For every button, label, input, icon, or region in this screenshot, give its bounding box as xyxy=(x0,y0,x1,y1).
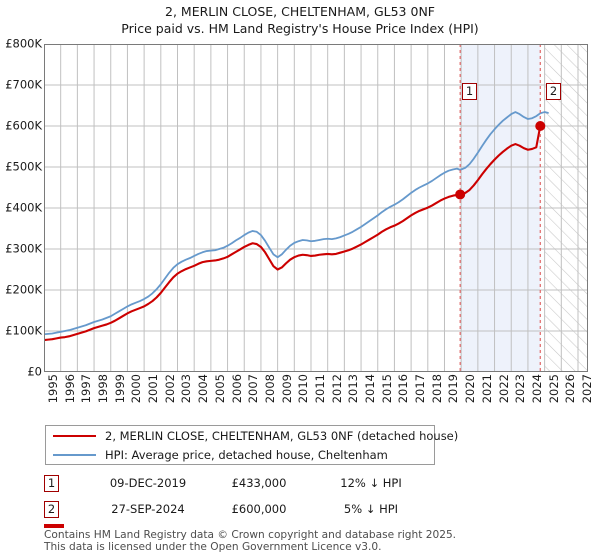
x-axis-tick-label: 2001 xyxy=(146,374,161,404)
legend-label-price-paid: 2, MERLIN CLOSE, CHELTENHAM, GL53 0NF (d… xyxy=(105,429,459,443)
x-axis-tick-label: 2015 xyxy=(379,374,394,404)
x-axis-tick-label: 2008 xyxy=(262,374,277,404)
x-axis-tick-label: 1995 xyxy=(46,374,60,404)
x-axis-tick-label: 2027 xyxy=(579,374,594,404)
transaction-price: £433,000 xyxy=(231,476,287,490)
y-axis-tick-label: £400K xyxy=(5,200,42,215)
price-history-chart xyxy=(44,44,588,372)
x-axis-tick-label: 1999 xyxy=(112,374,127,404)
series-line-hpi xyxy=(44,111,549,336)
transaction-hpi-delta: 12% ↓ HPI xyxy=(340,476,402,490)
x-axis-tick-label: 2019 xyxy=(446,374,461,404)
legend-swatch-hpi xyxy=(53,454,96,456)
y-axis-tick-label: £0 xyxy=(27,364,42,379)
sale-marker-dot xyxy=(535,121,546,131)
x-axis-tick-label: 2022 xyxy=(496,374,511,404)
footer-line-1: Contains HM Land Registry data © Crown c… xyxy=(44,529,457,541)
x-axis-tick-label: 2003 xyxy=(179,374,194,404)
x-axis-tick-label: 2021 xyxy=(479,374,494,404)
x-axis-tick-label: 1998 xyxy=(96,374,111,404)
x-axis-labels: 1995 1996 1997 1998 1999 2000 2001 2002 2003 2004… xyxy=(44,372,594,418)
y-axis-tick-label: £800K xyxy=(5,36,42,51)
chart-callout-badge: 2 xyxy=(546,83,561,100)
x-axis-tick-label: 2009 xyxy=(279,374,294,404)
y-axis-labels: £0 £100K £200K £300K £400K £500K £600K £700K £80… xyxy=(0,38,44,377)
x-axis-tick-label: 2010 xyxy=(296,374,311,404)
plot-border xyxy=(44,44,588,372)
x-axis-tick-label: 2013 xyxy=(346,374,361,404)
table-row: 1 09-DEC-2019 £433,000 12% ↓ HPI xyxy=(44,472,444,498)
x-axis-tick-label: 2017 xyxy=(413,374,428,404)
x-axis-tick-label: 1997 xyxy=(79,374,94,404)
sale-marker-dot xyxy=(455,189,466,200)
y-axis-tick-label: £300K xyxy=(5,241,42,256)
legend-item-price-paid: 2, MERLIN CLOSE, CHELTENHAM, GL53 0NF (d… xyxy=(46,426,458,446)
legend-label-hpi: HPI: Average price, detached house, Chel… xyxy=(105,448,388,462)
transaction-date: 27-SEP-2024 xyxy=(111,502,185,516)
footer-line-2: This data is licensed under the Open Gov… xyxy=(44,541,382,553)
x-axis-tick-label: 2018 xyxy=(429,374,444,404)
title-subtitle: Price paid vs. HM Land Registry's House … xyxy=(121,21,479,36)
x-axis-tick-label: 1996 xyxy=(62,374,77,404)
y-axis-tick-label: £200K xyxy=(5,282,42,297)
x-axis-tick-label: 2006 xyxy=(229,374,244,404)
transaction-hpi-delta: 5% ↓ HPI xyxy=(343,502,399,516)
x-axis-tick-label: 2007 xyxy=(246,374,261,404)
x-axis-tick-label: 2025 xyxy=(546,374,561,404)
x-axis-tick-label: 2000 xyxy=(129,374,144,404)
x-axis-tick-label: 2020 xyxy=(463,374,478,404)
transactions-table: 1 09-DEC-2019 £433,000 12% ↓ HPI 2 27-SE… xyxy=(44,472,444,524)
x-axis-tick-label: 2023 xyxy=(513,374,528,404)
y-axis-tick-label: £500K xyxy=(5,159,42,174)
x-axis-tick-label: 2012 xyxy=(329,374,344,404)
footer-attribution: Contains HM Land Registry data © Crown c… xyxy=(44,529,584,553)
transaction-date: 09-DEC-2019 xyxy=(109,476,187,490)
transaction-price: £600,000 xyxy=(231,502,287,516)
table-row: 2 27-SEP-2024 £600,000 5% ↓ HPI xyxy=(44,498,444,524)
y-axis-tick-label: £700K xyxy=(5,77,42,92)
transaction-index-badge: 1 xyxy=(44,475,59,492)
x-axis-tick-label: 2024 xyxy=(529,374,544,404)
legend-swatch-price-paid xyxy=(53,435,96,437)
x-axis-tick-label: 2004 xyxy=(196,374,211,404)
x-axis-tick-label: 2011 xyxy=(312,374,327,404)
legend-item-hpi: HPI: Average price, detached house, Chel… xyxy=(46,445,434,465)
transaction-index-badge: 2 xyxy=(44,501,59,518)
chart-legend: 2, MERLIN CLOSE, CHELTENHAM, GL53 0NF (d… xyxy=(45,425,458,465)
y-axis-tick-label: £100K xyxy=(5,323,42,338)
x-axis-tick-label: 2005 xyxy=(212,374,227,404)
x-axis-tick-label: 2016 xyxy=(396,374,411,404)
chart-callout-badge: 1 xyxy=(462,83,477,100)
x-axis-tick-label: 2014 xyxy=(363,374,378,404)
footer-accent-bar xyxy=(44,524,64,528)
x-axis-tick-label: 2002 xyxy=(162,374,177,404)
y-axis-tick-label: £600K xyxy=(5,118,42,133)
x-axis-tick-label: 2026 xyxy=(563,374,578,404)
plot-area xyxy=(44,44,588,372)
title-address: 2, MERLIN CLOSE, CHELTENHAM, GL53 0NF xyxy=(165,4,435,19)
page-title: 2, MERLIN CLOSE, CHELTENHAM, GL53 0NF Pr… xyxy=(0,3,600,37)
